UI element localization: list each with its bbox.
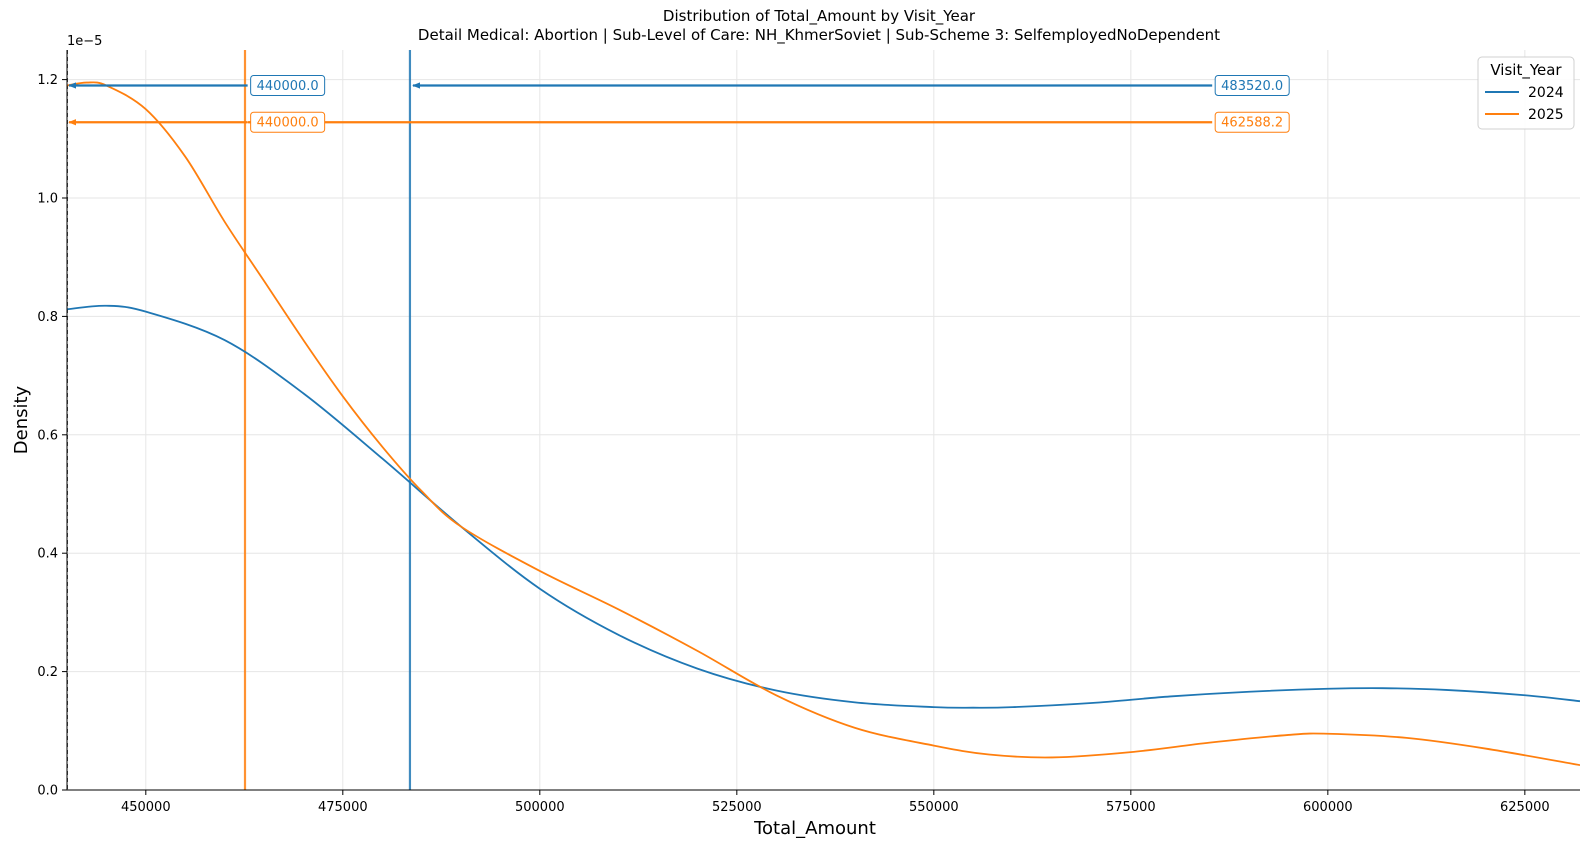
y-tick-label: 1.2 <box>37 73 58 88</box>
density-line-2025 <box>67 81 1580 767</box>
y-tick-label: 0.6 <box>37 428 58 443</box>
plot-layer: 440000.0 483520.0 440000.0 462588.2 <box>67 50 1580 790</box>
x-axis-label: Total_Amount <box>753 818 876 839</box>
annotation-box-right-2024 <box>1214 75 1290 97</box>
annotation-label-left-2024: 440000.0 <box>257 79 319 94</box>
density-line-2024 <box>67 304 1580 709</box>
x-tick-label: 500000 <box>515 800 565 815</box>
chart-subtitle: Detail Medical: Abortion | Sub-Level of … <box>418 26 1220 45</box>
legend-box <box>1477 56 1575 130</box>
x-tick-label: 450000 <box>121 800 171 815</box>
annotation-label-right-2024: 483520.0 <box>1221 79 1283 94</box>
grid-layer <box>67 50 1580 791</box>
y-tick-label: 0.4 <box>37 547 58 562</box>
legend-label-2025: 2025 <box>1528 107 1564 123</box>
y-axis-label: Density <box>11 385 32 454</box>
annotation-label-left-2025: 440000.0 <box>257 116 319 131</box>
plot-area <box>67 50 1580 790</box>
x-tick-label: 525000 <box>712 800 762 815</box>
legend-title: Visit_Year <box>1490 61 1562 80</box>
x-tick-label: 600000 <box>1303 800 1353 815</box>
annotation-box-left-2024 <box>250 75 326 97</box>
chart-title: Distribution of Total_Amount by Visit_Ye… <box>663 7 976 26</box>
y-tick-label: 0.2 <box>37 665 58 680</box>
y-tick-label: 0.8 <box>37 310 58 325</box>
axes-layer: 450000 475000 500000 525000 550000 575000 6000… <box>37 50 1580 815</box>
x-tick-label: 475000 <box>318 800 368 815</box>
x-tick-label: 575000 <box>1106 800 1156 815</box>
legend-label-2024: 2024 <box>1528 85 1564 101</box>
annotation-box-left-2025 <box>250 111 326 133</box>
y-axis-scale-label: 1e−5 <box>67 34 102 49</box>
x-tick-label: 625000 <box>1500 800 1550 815</box>
y-tick-label: 0.0 <box>37 784 58 799</box>
legend: Visit_Year 2024 2025 <box>1477 56 1575 130</box>
annotation-box-right-2025 <box>1214 111 1290 133</box>
y-tick-label: 1.0 <box>37 192 58 207</box>
annotation-label-right-2025: 462588.2 <box>1221 116 1283 131</box>
x-tick-label: 550000 <box>909 800 959 815</box>
